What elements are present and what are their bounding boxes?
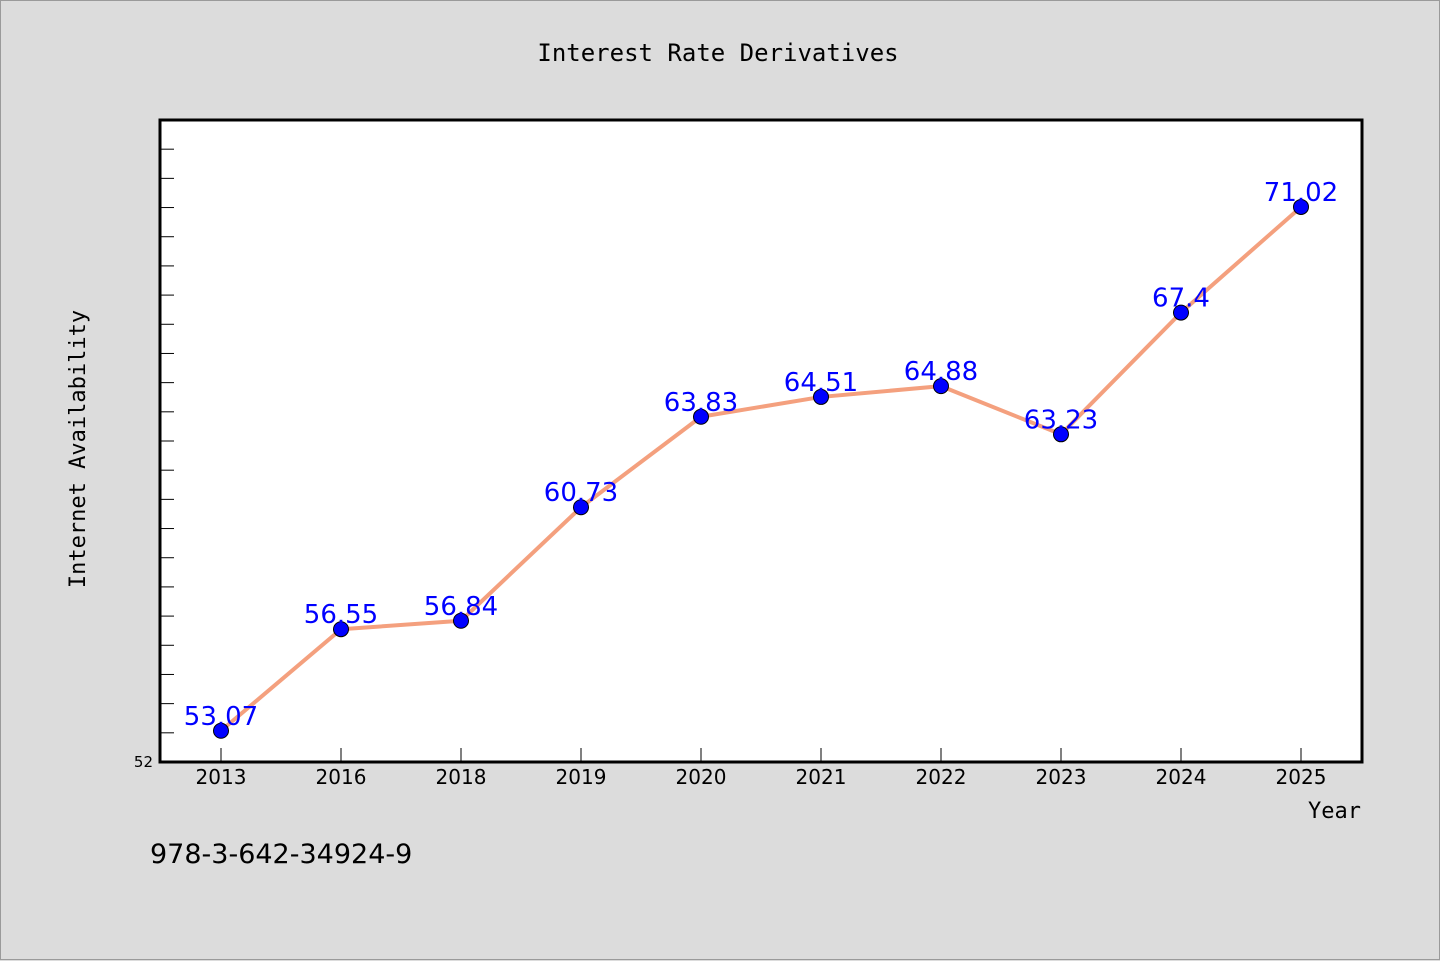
data-point [1293,198,1309,215]
x-tick-label: 2019 [556,765,607,789]
plot-area [158,118,1364,764]
data-point [213,722,229,739]
data-point [1053,426,1069,443]
x-axis-ticks: 2013 2016 2018 2019 2020 2021 2022 2023 2024 2025 [196,748,1327,789]
y-tick-label: 52 [134,753,153,771]
series-line [219,204,1303,733]
x-tick-label: 2021 [796,765,847,789]
data-point [693,408,709,425]
x-tick-label: 2018 [436,765,487,789]
footnote: 978-3-642-34924-9 [150,839,412,870]
x-tick-label: 2024 [1156,765,1207,789]
x-tick-label: 2013 [196,765,247,789]
chart-title: Interest Rate Derivatives [537,39,898,67]
x-axis-label: Year [1308,799,1361,824]
data-label: 63.83 [664,388,738,418]
data-point [813,388,829,405]
y-axis-label: Internet Availability [66,310,91,588]
data-label: 71.02 [1264,178,1338,208]
x-tick-label: 2025 [1276,765,1327,789]
x-tick-label: 2016 [316,765,367,789]
data-label: 67.4 [1152,284,1210,314]
series-line-group: 53.07 56.55 56.84 60.73 63.83 64.51 64.88 63.23… [184,178,1338,739]
data-point [1173,304,1189,321]
data-label: 56.55 [304,600,378,630]
data-point [453,612,469,629]
x-tick-label: 2020 [676,765,727,789]
data-label: 56.84 [424,592,498,622]
y-axis-ticks [160,148,174,734]
data-point [333,621,349,638]
data-label: 64.88 [904,357,978,387]
x-tick-label: 2023 [1036,765,1087,789]
data-label: 64.51 [784,368,858,398]
data-label: 60.73 [544,478,618,508]
x-tick-label: 2022 [916,765,967,789]
data-point [573,499,589,516]
data-label: 63.23 [1024,405,1098,435]
data-label: 53.07 [184,702,258,732]
data-point [933,378,949,395]
